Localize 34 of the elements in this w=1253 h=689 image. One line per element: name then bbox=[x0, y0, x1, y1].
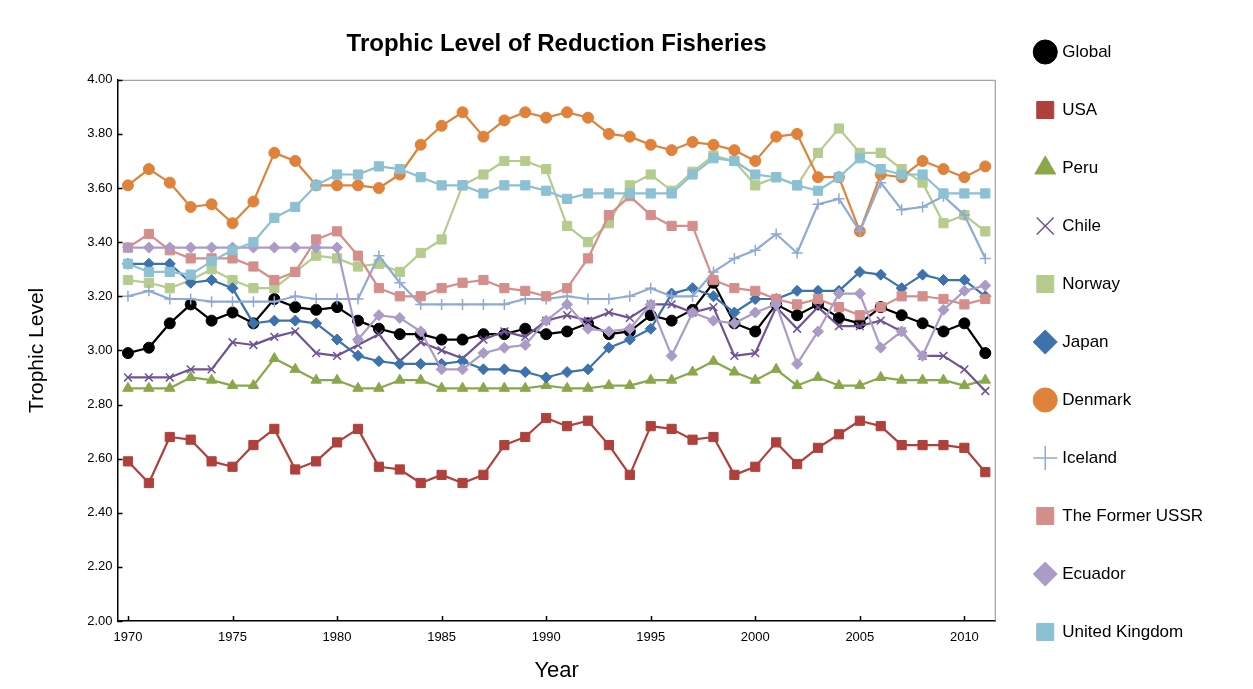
x-tick-label: 2010 bbox=[949, 629, 979, 645]
x-tick-label: 1970 bbox=[113, 629, 143, 645]
x-tick-label: 1980 bbox=[322, 629, 352, 645]
y-tick-label: 4.00 bbox=[87, 71, 113, 87]
legend-label: Iceland bbox=[1062, 447, 1118, 467]
x-tick-label: 1985 bbox=[427, 629, 457, 645]
y-tick-label: 3.00 bbox=[87, 341, 113, 357]
legend-label: Norway bbox=[1062, 273, 1121, 293]
y-tick-label: 3.40 bbox=[87, 233, 113, 249]
y-tick-label: 3.20 bbox=[87, 287, 113, 303]
legend-label: United Kingdom bbox=[1062, 621, 1184, 641]
y-tick-label: 2.60 bbox=[87, 450, 113, 466]
legend-label: Global bbox=[1062, 41, 1112, 61]
legend-label: Japan bbox=[1062, 331, 1109, 351]
x-axis-title: Year bbox=[534, 656, 579, 682]
x-tick-label: 2005 bbox=[845, 629, 875, 645]
y-tick-label: 3.80 bbox=[87, 125, 113, 141]
y-tick-label: 2.80 bbox=[87, 396, 113, 412]
y-tick-label: 2.40 bbox=[87, 504, 113, 520]
y-tick-label: 3.60 bbox=[87, 179, 113, 195]
legend-label: Ecuador bbox=[1062, 563, 1126, 583]
legend-label: Denmark bbox=[1062, 389, 1132, 409]
y-tick-label: 2.00 bbox=[87, 612, 113, 628]
legend-label: Peru bbox=[1062, 157, 1099, 177]
legend-label: The Former USSR bbox=[1062, 505, 1203, 525]
legend-label: Chile bbox=[1062, 215, 1101, 235]
chart-title: Trophic Level of Reduction Fisheries bbox=[346, 29, 767, 57]
legend-label: USA bbox=[1062, 99, 1098, 119]
x-tick-label: 1995 bbox=[636, 629, 666, 645]
y-axis-title: Trophic Level bbox=[24, 287, 48, 414]
x-tick-label: 1975 bbox=[218, 629, 247, 645]
x-tick-label: 2000 bbox=[740, 629, 770, 645]
y-tick-label: 2.20 bbox=[87, 558, 113, 574]
x-tick-label: 1990 bbox=[531, 629, 561, 645]
